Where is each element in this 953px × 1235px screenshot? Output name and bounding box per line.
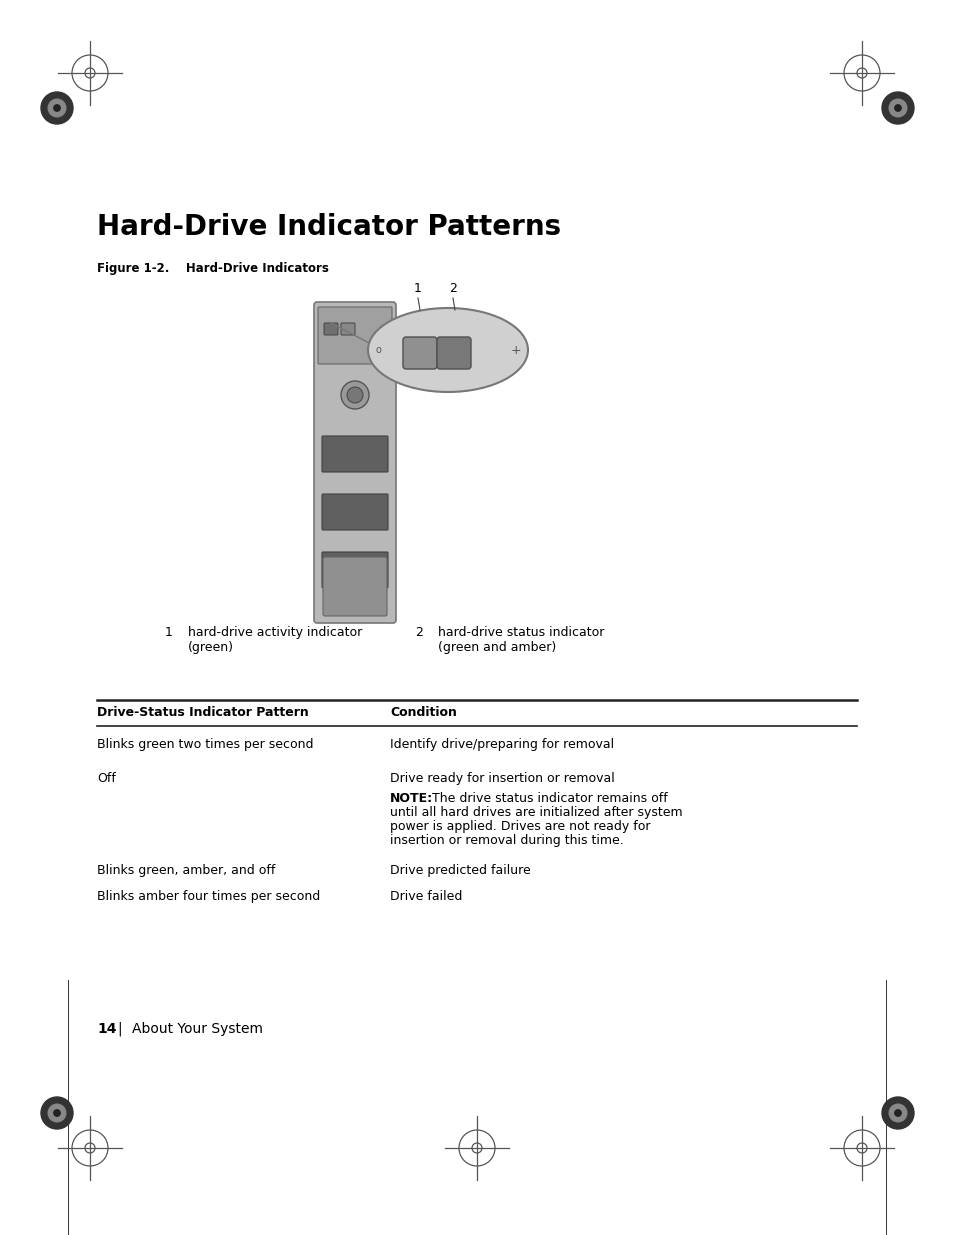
Text: Drive predicted failure: Drive predicted failure (390, 864, 530, 877)
Text: Blinks green two times per second: Blinks green two times per second (97, 739, 314, 751)
FancyBboxPatch shape (324, 324, 337, 335)
Text: Blinks green, amber, and off: Blinks green, amber, and off (97, 864, 275, 877)
Text: NOTE:: NOTE: (390, 792, 433, 805)
Text: Drive failed: Drive failed (390, 890, 462, 903)
Text: 2: 2 (449, 282, 456, 295)
Text: until all hard drives are initialized after system: until all hard drives are initialized af… (390, 806, 682, 819)
FancyBboxPatch shape (322, 552, 388, 588)
Text: (green and amber): (green and amber) (437, 641, 556, 655)
Text: Drive ready for insertion or removal: Drive ready for insertion or removal (390, 772, 614, 785)
Text: (green): (green) (188, 641, 233, 655)
Text: Off: Off (97, 772, 115, 785)
Circle shape (888, 1104, 906, 1121)
FancyBboxPatch shape (317, 308, 392, 364)
Text: The drive status indicator remains off: The drive status indicator remains off (428, 792, 667, 805)
Text: 14: 14 (97, 1023, 116, 1036)
Circle shape (49, 1104, 66, 1121)
Text: Identify drive/preparing for removal: Identify drive/preparing for removal (390, 739, 614, 751)
Circle shape (49, 99, 66, 117)
Text: Hard-Drive Indicator Patterns: Hard-Drive Indicator Patterns (97, 212, 560, 241)
Text: Figure 1-2.    Hard-Drive Indicators: Figure 1-2. Hard-Drive Indicators (97, 262, 329, 275)
FancyBboxPatch shape (436, 337, 471, 369)
Text: Drive-Status Indicator Pattern: Drive-Status Indicator Pattern (97, 706, 309, 719)
FancyBboxPatch shape (314, 303, 395, 622)
Text: power is applied. Drives are not ready for: power is applied. Drives are not ready f… (390, 820, 650, 832)
FancyBboxPatch shape (340, 324, 355, 335)
Circle shape (340, 382, 369, 409)
Circle shape (41, 1097, 73, 1129)
Circle shape (347, 387, 363, 403)
Circle shape (894, 1110, 901, 1116)
Text: +: + (510, 343, 520, 357)
FancyBboxPatch shape (402, 337, 436, 369)
FancyBboxPatch shape (322, 436, 388, 472)
Text: 1: 1 (165, 626, 172, 638)
Text: 2: 2 (415, 626, 422, 638)
Text: 1: 1 (414, 282, 421, 295)
Circle shape (882, 1097, 913, 1129)
Ellipse shape (368, 308, 527, 391)
Text: insertion or removal during this time.: insertion or removal during this time. (390, 834, 623, 847)
Text: Blinks amber four times per second: Blinks amber four times per second (97, 890, 320, 903)
Circle shape (888, 99, 906, 117)
Circle shape (53, 105, 60, 111)
Circle shape (53, 1110, 60, 1116)
Text: Condition: Condition (390, 706, 456, 719)
Text: hard-drive status indicator: hard-drive status indicator (437, 626, 604, 638)
Text: hard-drive activity indicator: hard-drive activity indicator (188, 626, 362, 638)
FancyBboxPatch shape (322, 494, 388, 530)
Text: o: o (375, 345, 380, 354)
Circle shape (41, 91, 73, 124)
Circle shape (894, 105, 901, 111)
Text: About Your System: About Your System (132, 1023, 263, 1036)
FancyBboxPatch shape (323, 557, 387, 616)
Circle shape (882, 91, 913, 124)
Text: |: | (117, 1023, 121, 1036)
